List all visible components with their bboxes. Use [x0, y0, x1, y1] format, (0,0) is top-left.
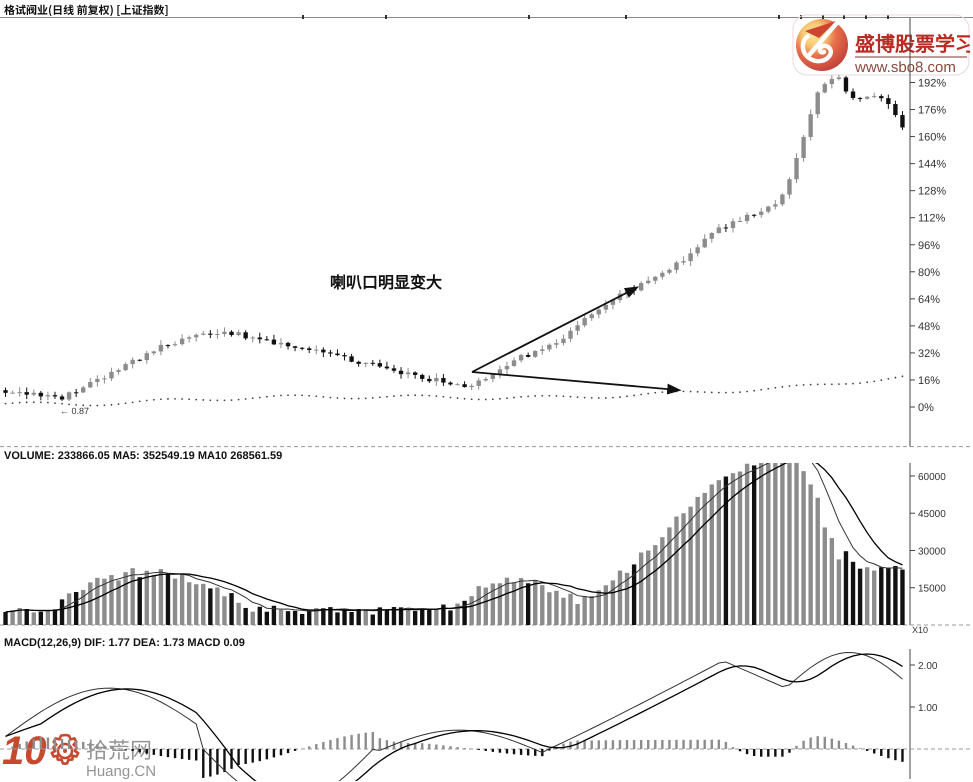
svg-text:← 0.87: ← 0.87: [60, 406, 89, 416]
svg-text:176%: 176%: [918, 105, 946, 117]
svg-text:112%: 112%: [918, 213, 946, 225]
svg-text:48%: 48%: [918, 321, 940, 333]
svg-text:32%: 32%: [918, 348, 940, 360]
svg-text:喇叭口明显变大: 喇叭口明显变大: [330, 274, 442, 292]
svg-text:64%: 64%: [918, 294, 940, 306]
svg-text:45000: 45000: [918, 509, 946, 520]
svg-text:15000: 15000: [918, 584, 946, 595]
svg-text:128%: 128%: [918, 186, 946, 198]
svg-text:80%: 80%: [918, 267, 940, 279]
svg-text:144%: 144%: [918, 159, 946, 171]
svg-text:2.00: 2.00: [918, 661, 938, 672]
svg-text:16%: 16%: [918, 375, 940, 387]
svg-text:X10: X10: [912, 625, 928, 635]
svg-text:160%: 160%: [918, 132, 946, 144]
svg-text:0%: 0%: [918, 402, 934, 414]
svg-text:192%: 192%: [918, 78, 946, 90]
svg-text:60000: 60000: [918, 472, 946, 483]
svg-text:96%: 96%: [918, 240, 940, 252]
svg-text:30000: 30000: [918, 546, 946, 557]
svg-text:1.00: 1.00: [918, 703, 938, 714]
